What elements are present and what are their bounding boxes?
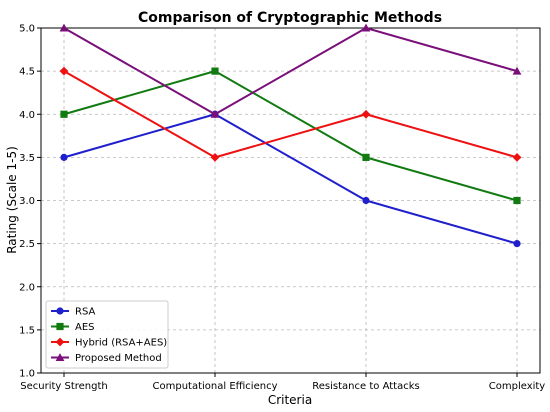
- series-hybrid-rsa-aes: [59, 66, 522, 162]
- data-point: [60, 110, 68, 118]
- x-tick-label: Security Strength: [20, 381, 108, 392]
- y-tick-label: 3.5: [19, 153, 35, 164]
- legend: RSA AES Hybrid (RSA+AES) Proposed Method: [45, 300, 169, 369]
- series-line: [63, 113, 518, 245]
- series-layer: [59, 23, 522, 248]
- series-rsa: [60, 110, 521, 248]
- y-tick-label: 1.5: [19, 325, 35, 336]
- legend-marker: [56, 322, 64, 331]
- data-point: [211, 67, 219, 75]
- y-tick-label: 2.0: [19, 282, 35, 293]
- legend-item: RSA: [51, 307, 95, 318]
- legend-marker: [56, 307, 64, 315]
- legend-marker: [55, 337, 65, 347]
- legend-label: Hybrid (RSA+AES): [75, 338, 167, 349]
- data-point: [59, 23, 69, 32]
- y-tick-label: 1.0: [19, 369, 35, 380]
- data-point: [210, 109, 220, 118]
- data-point: [361, 109, 371, 119]
- series-line: [63, 27, 518, 116]
- data-point: [513, 240, 521, 248]
- data-point: [362, 196, 370, 205]
- data-point: [210, 152, 220, 162]
- y-tick-label: 4.5: [19, 67, 35, 78]
- legend-box: [45, 300, 169, 369]
- y-tick-label: 5.0: [19, 24, 35, 35]
- series-aes: [60, 67, 521, 205]
- legend-item: Hybrid (RSA+AES): [51, 338, 167, 349]
- legend-item: Proposed Method: [51, 353, 162, 364]
- axis-ticks: 1.0 1.5 2.0 2.5 3.0 3.5 4.0 4.5 5.0 Security Stre…: [19, 24, 545, 393]
- y-axis-label: Rating (Scale 1-5): [5, 146, 19, 254]
- data-point: [512, 66, 522, 75]
- legend-marker: [55, 353, 65, 362]
- x-tick-label: Computational Efficiency: [153, 381, 278, 392]
- series-line: [63, 70, 518, 159]
- x-tick-label: Complexity: [489, 381, 546, 392]
- data-point: [512, 152, 522, 162]
- legend-label: AES: [75, 322, 95, 333]
- x-tick-label: Resistance to Attacks: [312, 381, 419, 392]
- data-point: [361, 23, 371, 32]
- x-axis-label: Criteria: [268, 393, 312, 407]
- y-tick-label: 2.5: [19, 239, 35, 250]
- series-line: [63, 70, 518, 202]
- data-point: [513, 196, 521, 205]
- y-tick-label: 4.0: [19, 110, 35, 121]
- data-point: [362, 153, 370, 161]
- legend-label: Proposed Method: [75, 353, 162, 364]
- data-point: [60, 153, 68, 161]
- legend-item: AES: [51, 322, 95, 333]
- data-point: [59, 66, 69, 76]
- y-tick-label: 3.0: [19, 196, 35, 207]
- series-proposed-method: [59, 23, 522, 118]
- legend-label: RSA: [75, 307, 95, 318]
- chart-title: Comparison of Cryptographic Methods: [138, 10, 442, 26]
